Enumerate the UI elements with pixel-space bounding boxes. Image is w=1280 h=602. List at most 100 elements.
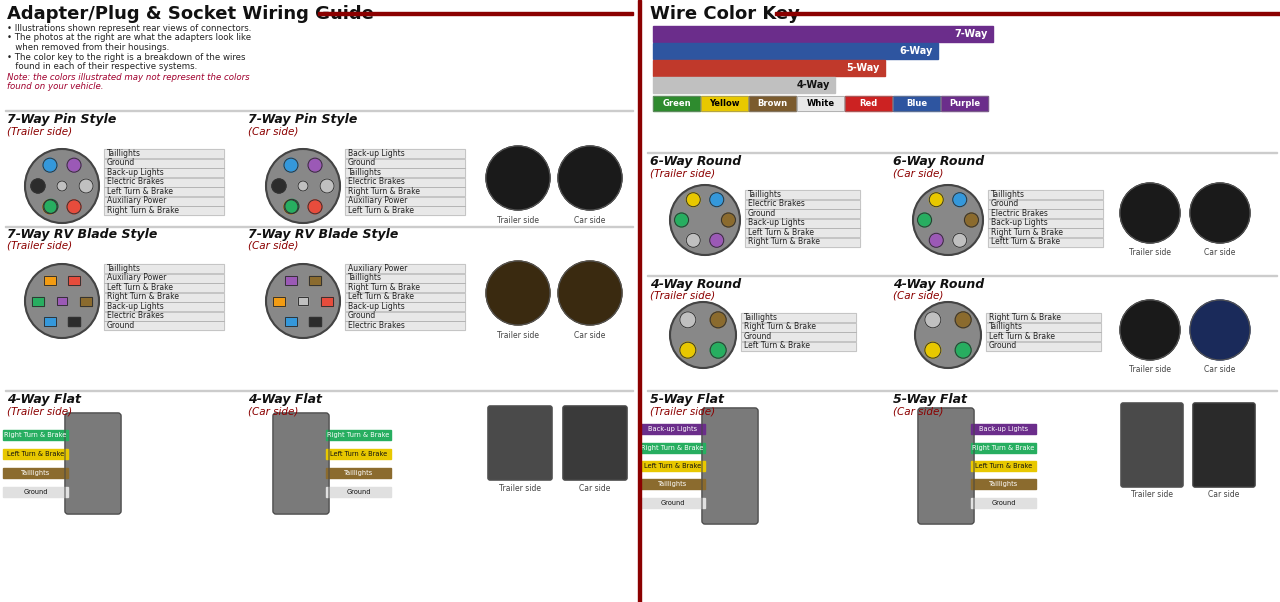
Bar: [986, 313, 1101, 322]
Bar: [986, 341, 1101, 350]
Bar: [986, 323, 1101, 332]
Text: (Trailer side): (Trailer side): [650, 291, 716, 301]
Text: (Trailer side): (Trailer side): [650, 168, 716, 178]
Circle shape: [710, 312, 726, 328]
Bar: [745, 199, 860, 208]
Bar: [346, 273, 465, 282]
Bar: [273, 297, 285, 305]
Text: Ground: Ground: [744, 332, 772, 341]
Circle shape: [67, 200, 81, 214]
Text: Left Turn & Brake: Left Turn & Brake: [330, 451, 387, 457]
Bar: [58, 297, 67, 305]
Circle shape: [709, 193, 723, 206]
Bar: [653, 77, 835, 93]
Bar: [640, 442, 705, 453]
Bar: [745, 219, 860, 228]
Bar: [68, 276, 81, 285]
Text: Ground: Ground: [660, 500, 685, 506]
Bar: [81, 297, 92, 305]
Circle shape: [308, 200, 323, 214]
Text: Right Turn & Brake: Right Turn & Brake: [748, 237, 820, 246]
Text: Leftt Turn & Brake: Leftt Turn & Brake: [991, 237, 1060, 246]
Bar: [104, 206, 224, 215]
Bar: [986, 341, 1101, 350]
Bar: [646, 275, 1277, 276]
Bar: [745, 228, 860, 237]
Bar: [986, 323, 1101, 332]
Bar: [326, 448, 390, 459]
Text: Car side: Car side: [580, 484, 611, 493]
Text: 4-Way Round: 4-Way Round: [650, 278, 741, 291]
Bar: [81, 297, 92, 305]
Bar: [653, 26, 993, 42]
Text: Purple: Purple: [948, 99, 980, 108]
Text: Ground: Ground: [348, 311, 376, 320]
Bar: [346, 283, 465, 292]
Bar: [44, 276, 56, 285]
Bar: [749, 96, 796, 111]
Text: Left Turn & Brake: Left Turn & Brake: [6, 451, 64, 457]
Text: (Trailer side): (Trailer side): [650, 406, 716, 416]
Circle shape: [929, 234, 943, 247]
Circle shape: [929, 193, 943, 206]
Bar: [988, 199, 1103, 208]
Text: Trailer side: Trailer side: [1132, 490, 1172, 499]
Text: Ground: Ground: [348, 158, 376, 167]
Bar: [298, 297, 308, 305]
Bar: [346, 149, 465, 158]
Bar: [104, 187, 224, 196]
Bar: [653, 96, 700, 111]
Text: found in each of their respective systems.: found in each of their respective system…: [6, 62, 197, 71]
Text: Auxiliary Power: Auxiliary Power: [348, 196, 407, 205]
Bar: [988, 219, 1103, 228]
Text: • The color key to the right is a breakdown of the wires: • The color key to the right is a breakd…: [6, 52, 246, 61]
Text: Right Turn & Brake: Right Turn & Brake: [989, 313, 1061, 322]
Text: Ground: Ground: [108, 158, 136, 167]
Bar: [3, 430, 68, 440]
Circle shape: [955, 342, 972, 358]
Bar: [346, 293, 465, 302]
Bar: [104, 149, 224, 158]
Bar: [273, 297, 285, 305]
Text: Wire Color Key: Wire Color Key: [650, 5, 800, 23]
Bar: [845, 96, 892, 111]
Circle shape: [669, 302, 736, 368]
Text: Trailer side: Trailer side: [497, 216, 539, 225]
Circle shape: [710, 342, 726, 358]
Bar: [58, 297, 67, 305]
Bar: [988, 190, 1103, 199]
Bar: [104, 158, 224, 167]
Bar: [986, 332, 1101, 341]
Bar: [646, 152, 1277, 153]
Circle shape: [284, 158, 298, 172]
Bar: [972, 461, 1036, 471]
Circle shape: [1190, 300, 1251, 360]
Text: Ground: Ground: [991, 500, 1016, 506]
Circle shape: [964, 213, 978, 227]
Bar: [308, 317, 321, 326]
Circle shape: [722, 213, 736, 227]
Bar: [346, 178, 465, 187]
Text: Car side: Car side: [1208, 490, 1240, 499]
Text: Electric Brakes: Electric Brakes: [991, 209, 1048, 218]
Text: 4-Way: 4-Way: [796, 80, 829, 90]
Text: 7-Way Pin Style: 7-Way Pin Style: [6, 113, 116, 126]
Bar: [941, 96, 988, 111]
Bar: [104, 273, 224, 282]
Bar: [68, 317, 81, 326]
Bar: [104, 168, 224, 177]
Bar: [104, 178, 224, 187]
Text: Left Turn & Brake: Left Turn & Brake: [108, 187, 173, 196]
Bar: [104, 321, 224, 330]
Text: Electric Brakes: Electric Brakes: [348, 178, 404, 187]
Bar: [741, 341, 856, 350]
Circle shape: [1120, 300, 1180, 360]
Text: (Car side): (Car side): [893, 168, 943, 178]
Bar: [972, 479, 1036, 489]
FancyBboxPatch shape: [65, 413, 122, 514]
Circle shape: [680, 342, 696, 358]
Bar: [346, 264, 465, 273]
Bar: [5, 110, 634, 111]
Bar: [640, 461, 705, 471]
Bar: [346, 168, 465, 177]
